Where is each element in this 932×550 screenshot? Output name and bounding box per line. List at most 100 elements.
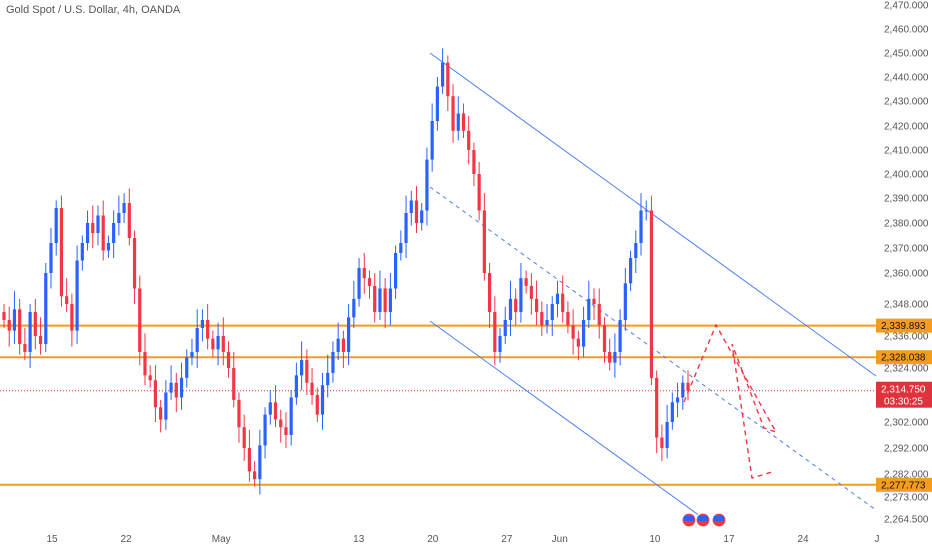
candle-body	[644, 210, 648, 212]
candle-body	[326, 372, 330, 386]
candle-body	[602, 325, 607, 352]
candle-body	[618, 320, 622, 352]
candle-body	[352, 298, 356, 318]
candle-body	[23, 344, 27, 352]
candle-body	[242, 427, 246, 448]
candle-body	[59, 208, 64, 297]
y-tick-label: 2,430.000	[884, 97, 929, 108]
candle-body	[300, 360, 304, 376]
candle-body	[508, 298, 513, 320]
candle-body	[670, 402, 674, 422]
candle-body	[28, 312, 32, 352]
candle-body	[487, 273, 492, 312]
candle-body	[655, 377, 659, 438]
candle-body	[456, 113, 460, 131]
candle-body	[555, 293, 560, 304]
candle-body	[310, 382, 314, 395]
candle-body	[383, 288, 387, 312]
candle-body	[686, 382, 690, 391]
candle-body	[566, 312, 570, 326]
candle-body	[550, 304, 554, 320]
candle-body	[331, 352, 335, 373]
level-price-tag	[876, 350, 932, 365]
candle-body	[341, 338, 345, 352]
y-tick-label: 2,302.000	[884, 418, 929, 429]
y-tick-label: 2,460.000	[884, 25, 929, 36]
projection-path	[683, 323, 778, 479]
y-tick-label: 2,400.000	[884, 170, 929, 181]
chart-title: Gold Spot / U.S. Dollar, 4h, OANDA	[6, 4, 181, 16]
candle-body	[138, 288, 142, 352]
candle-body	[425, 159, 429, 211]
candle-body	[44, 273, 48, 344]
candle-body	[226, 352, 231, 368]
level-price-label: 2,277.773	[881, 480, 926, 491]
candle-body	[70, 304, 74, 331]
candle-body	[493, 312, 497, 352]
y-tick-label: 2,470.000	[884, 1, 929, 12]
candle-body	[127, 203, 131, 238]
candle-body	[362, 268, 366, 279]
x-tick-label: J	[875, 534, 880, 545]
candle-body	[320, 385, 325, 415]
candle-body	[472, 150, 476, 174]
x-tick-label: 15	[46, 534, 58, 545]
candle-body	[284, 427, 288, 435]
horizontal-levels	[0, 324, 876, 486]
x-tick-label: 22	[120, 534, 132, 545]
x-tick-label: Jun	[552, 534, 568, 545]
candle-body	[665, 422, 669, 448]
candle-body	[524, 278, 528, 286]
channel-lower-line	[429, 320, 701, 517]
y-tick-label: 2,370.000	[884, 244, 929, 255]
y-tick-label: 2,410.000	[884, 146, 929, 157]
candle-body	[660, 437, 664, 448]
candle-body	[253, 471, 257, 480]
candle-body	[404, 213, 408, 243]
candlesticks	[2, 48, 690, 495]
candle-body	[101, 215, 105, 251]
x-tick-label: 13	[353, 534, 365, 545]
y-tick-label: 2,282.000	[884, 470, 929, 481]
candle-body	[529, 285, 533, 299]
candle-body	[169, 382, 173, 393]
candle-body	[54, 208, 58, 243]
candle-body	[608, 352, 612, 363]
candle-body	[628, 258, 633, 284]
candle-body	[367, 278, 372, 286]
candle-body	[12, 309, 17, 331]
candle-body	[305, 360, 309, 383]
candle-body	[461, 113, 466, 131]
y-tick-label: 2,450.000	[884, 49, 929, 60]
y-tick-label: 2,440.000	[884, 73, 929, 84]
candle-body	[451, 96, 455, 131]
candle-body	[247, 448, 252, 472]
candle-body	[534, 298, 539, 312]
countdown-label: 03:30:25	[884, 397, 923, 408]
candle-body	[91, 223, 95, 233]
candle-body	[80, 243, 84, 261]
candle-body	[571, 325, 575, 339]
candle-body	[597, 304, 601, 326]
x-tick-label: 10	[649, 534, 661, 545]
candle-body	[373, 285, 377, 312]
candle-body	[592, 298, 596, 304]
candle-body	[477, 174, 481, 211]
candle-body	[581, 320, 586, 347]
level-price-label: 2,339.893	[881, 321, 926, 332]
x-tick-label: 20	[427, 534, 439, 545]
candle-body	[634, 243, 638, 258]
x-tick-label: May	[212, 534, 231, 545]
time-axis: 15 22 May 13 20 27 Jun 10 17 24 J	[46, 534, 879, 545]
candle-body	[211, 338, 215, 350]
candle-body	[378, 288, 382, 312]
candle-body	[2, 312, 6, 320]
candle-body	[576, 338, 580, 347]
x-tick-label: 24	[797, 534, 809, 545]
candle-body	[587, 298, 591, 320]
candle-body	[482, 210, 486, 273]
candle-body	[623, 283, 627, 320]
last-price-tag	[876, 381, 932, 408]
candle-body	[117, 213, 121, 223]
